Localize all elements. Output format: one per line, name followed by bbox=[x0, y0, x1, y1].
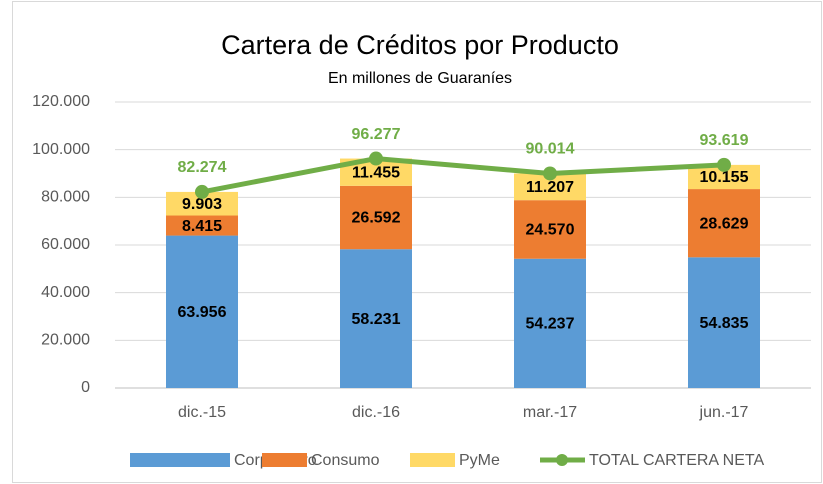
y-tick-label: 0 bbox=[81, 379, 90, 396]
data-label: 96.277 bbox=[352, 126, 401, 143]
chart-title: Cartera de Créditos por Producto bbox=[221, 30, 619, 60]
data-label: 24.570 bbox=[526, 222, 575, 239]
data-label: 54.835 bbox=[700, 315, 749, 332]
data-label: 11.207 bbox=[526, 179, 574, 196]
bar-segment bbox=[166, 235, 238, 388]
y-tick-label: 100.000 bbox=[32, 141, 90, 158]
y-tick-label: 80.000 bbox=[41, 189, 90, 206]
y-tick-label: 60.000 bbox=[41, 236, 90, 253]
data-label: 93.619 bbox=[700, 132, 749, 149]
y-tick-label: 120.000 bbox=[32, 93, 90, 110]
data-label: 11.455 bbox=[352, 164, 400, 181]
bar-segment bbox=[340, 249, 412, 388]
legend-swatch bbox=[410, 453, 455, 467]
bar-segment bbox=[514, 258, 586, 388]
bar-segment bbox=[688, 257, 760, 388]
bar-segment bbox=[340, 185, 412, 250]
line-marker bbox=[543, 166, 557, 181]
data-label: 58.231 bbox=[352, 311, 401, 328]
line-marker bbox=[195, 184, 209, 199]
data-label: 26.592 bbox=[352, 210, 401, 227]
data-label: 54.237 bbox=[526, 316, 575, 333]
total-line bbox=[201, 156, 725, 195]
x-tick-label: dic.-16 bbox=[352, 404, 400, 421]
legend-label: PyMe bbox=[459, 452, 500, 469]
y-tick-label: 40.000 bbox=[41, 284, 90, 301]
data-label: 10.155 bbox=[700, 169, 749, 186]
data-label: 63.956 bbox=[178, 304, 227, 321]
legend-marker bbox=[556, 454, 568, 466]
data-label: 82.274 bbox=[178, 159, 227, 176]
y-tick-label: 20.000 bbox=[41, 332, 90, 349]
x-tick-label: dic.-15 bbox=[178, 404, 226, 421]
legend-label: TOTAL CARTERA NETA bbox=[589, 452, 764, 469]
data-label: 8.415 bbox=[182, 218, 222, 235]
legend-swatch bbox=[262, 453, 307, 467]
chart-subtitle: En millones de Guaraníes bbox=[328, 70, 512, 87]
line-marker bbox=[717, 157, 731, 172]
bar-segment bbox=[166, 215, 238, 236]
bar-segment bbox=[688, 189, 760, 258]
data-label: 28.629 bbox=[700, 215, 749, 232]
legend-swatch bbox=[130, 453, 230, 467]
bar-segment bbox=[514, 200, 586, 259]
data-label: 90.014 bbox=[526, 141, 575, 158]
x-tick-label: jun.-17 bbox=[699, 404, 749, 421]
legend-label: Consumo bbox=[311, 452, 380, 469]
bar-segment bbox=[166, 191, 238, 216]
x-tick-label: mar.-17 bbox=[523, 404, 577, 421]
line-marker bbox=[369, 151, 383, 166]
data-label: 9.903 bbox=[182, 196, 222, 213]
chart-frame bbox=[12, 1, 822, 483]
